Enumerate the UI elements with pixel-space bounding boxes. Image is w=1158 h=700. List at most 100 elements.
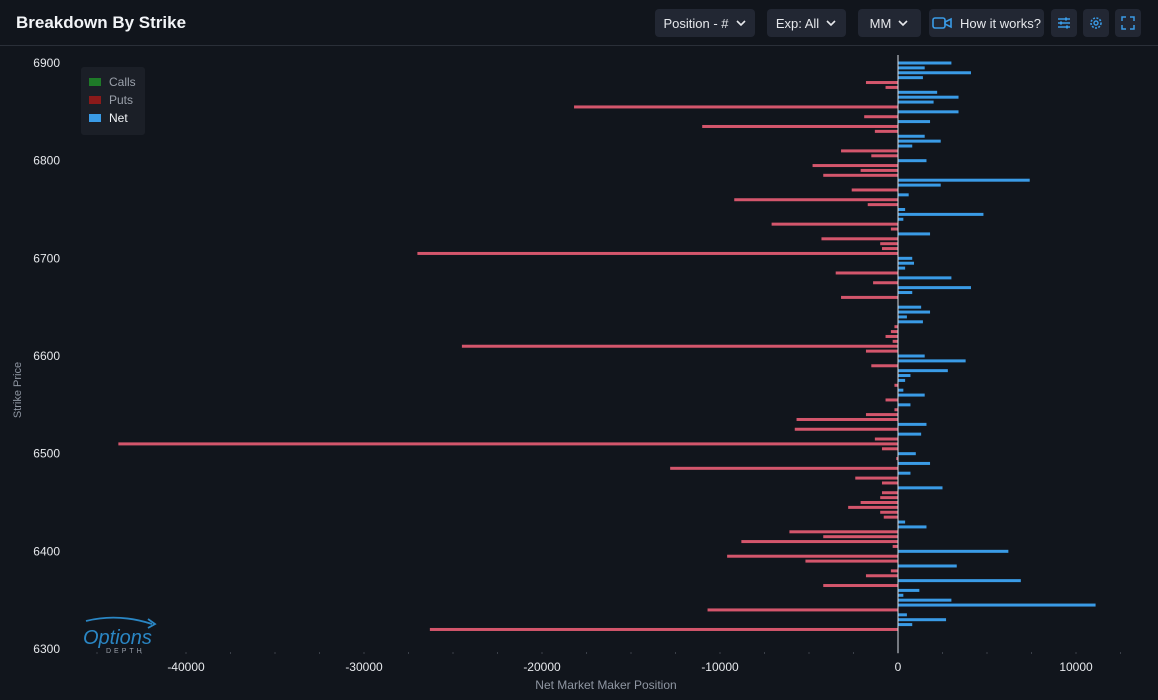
net-bar[interactable] xyxy=(898,374,911,378)
net-bar[interactable] xyxy=(898,208,906,211)
net-bar[interactable] xyxy=(898,315,907,319)
net-bar[interactable] xyxy=(898,193,909,197)
net-bar[interactable] xyxy=(898,393,925,397)
net-bar[interactable] xyxy=(898,354,925,358)
net-bar[interactable] xyxy=(898,95,959,99)
net-bar[interactable] xyxy=(898,178,1030,182)
net-bar[interactable] xyxy=(898,549,1009,553)
net-bar[interactable] xyxy=(874,129,898,133)
net-bar[interactable] xyxy=(898,579,1021,583)
net-bar[interactable] xyxy=(898,564,957,568)
net-bar[interactable] xyxy=(865,574,898,578)
legend-item-puts[interactable]: Puts xyxy=(89,93,133,107)
net-bar[interactable] xyxy=(880,496,898,500)
net-bar[interactable] xyxy=(574,105,898,109)
net-bar[interactable] xyxy=(892,339,898,343)
net-bar[interactable] xyxy=(871,154,898,158)
net-bar[interactable] xyxy=(898,61,952,65)
position-dropdown[interactable]: Position - # xyxy=(655,9,755,37)
net-bar[interactable] xyxy=(890,330,898,334)
how-it-works-button[interactable]: How it works? xyxy=(929,9,1044,37)
net-bar[interactable] xyxy=(867,203,898,207)
net-bar[interactable] xyxy=(898,422,927,426)
net-bar[interactable] xyxy=(898,461,931,465)
net-bar[interactable] xyxy=(890,569,898,573)
net-bar[interactable] xyxy=(727,554,898,558)
net-bar[interactable] xyxy=(881,247,898,251)
net-bar[interactable] xyxy=(894,325,898,329)
net-bar[interactable] xyxy=(823,535,898,539)
net-bar[interactable] xyxy=(118,442,899,446)
net-bar[interactable] xyxy=(898,432,922,436)
net-bar[interactable] xyxy=(885,398,898,402)
net-bar[interactable] xyxy=(855,476,898,480)
net-bar[interactable] xyxy=(881,491,898,495)
net-bar[interactable] xyxy=(898,217,904,221)
net-bar[interactable] xyxy=(896,457,898,461)
net-bar[interactable] xyxy=(874,437,898,441)
net-bar[interactable] xyxy=(898,266,906,270)
net-bar[interactable] xyxy=(734,198,898,202)
net-bar[interactable] xyxy=(898,110,959,114)
net-bar[interactable] xyxy=(851,188,898,192)
net-bar[interactable] xyxy=(707,608,898,612)
net-bar[interactable] xyxy=(841,295,898,299)
net-bar[interactable] xyxy=(794,427,898,431)
net-bar[interactable] xyxy=(898,320,923,324)
net-bar[interactable] xyxy=(702,124,898,128)
net-bar[interactable] xyxy=(898,183,941,187)
net-bar[interactable] xyxy=(898,359,966,363)
net-bar[interactable] xyxy=(898,76,923,80)
net-bar[interactable] xyxy=(892,544,898,548)
legend-item-net[interactable]: Net xyxy=(89,111,128,125)
net-bar[interactable] xyxy=(885,85,898,89)
expiration-dropdown[interactable]: Exp: All xyxy=(767,9,846,37)
net-bar[interactable] xyxy=(898,378,906,382)
settings-button[interactable] xyxy=(1083,9,1109,37)
net-bar[interactable] xyxy=(898,144,913,148)
net-bar[interactable] xyxy=(898,291,913,295)
mm-dropdown[interactable]: MM xyxy=(858,9,921,37)
net-bar[interactable] xyxy=(864,115,898,119)
net-bar[interactable] xyxy=(898,286,971,290)
net-bar[interactable] xyxy=(898,471,911,475)
net-bar[interactable] xyxy=(898,134,925,138)
net-bar[interactable] xyxy=(789,530,898,534)
net-bar[interactable] xyxy=(898,452,916,456)
net-bar[interactable] xyxy=(812,164,898,168)
net-bar[interactable] xyxy=(860,168,898,172)
net-bar[interactable] xyxy=(835,271,898,275)
net-bar[interactable] xyxy=(898,403,911,407)
net-bar[interactable] xyxy=(898,305,922,309)
net-bar[interactable] xyxy=(898,598,952,602)
net-bar[interactable] xyxy=(741,540,898,544)
net-bar[interactable] xyxy=(898,232,931,236)
net-bar[interactable] xyxy=(898,100,934,104)
net-bar[interactable] xyxy=(865,81,898,85)
net-bar[interactable] xyxy=(890,227,898,231)
net-bar[interactable] xyxy=(898,525,927,529)
net-bar[interactable] xyxy=(771,222,898,226)
net-bar[interactable] xyxy=(881,481,898,485)
net-bar[interactable] xyxy=(860,501,898,504)
net-bar[interactable] xyxy=(898,623,913,627)
net-bar[interactable] xyxy=(805,559,898,563)
net-bar[interactable] xyxy=(823,173,898,177)
net-bar[interactable] xyxy=(898,613,907,617)
net-bar[interactable] xyxy=(848,505,898,509)
net-bar[interactable] xyxy=(898,261,915,265)
net-bar[interactable] xyxy=(898,520,906,524)
net-bar[interactable] xyxy=(898,618,947,622)
net-bar[interactable] xyxy=(898,310,931,314)
net-bar[interactable] xyxy=(898,71,971,75)
net-bar[interactable] xyxy=(865,349,898,353)
net-bar[interactable] xyxy=(880,242,898,246)
net-bar[interactable] xyxy=(898,593,904,597)
legend-item-calls[interactable]: Calls xyxy=(89,75,136,89)
net-bar[interactable] xyxy=(461,344,898,348)
net-bar[interactable] xyxy=(898,212,984,216)
net-bar[interactable] xyxy=(823,584,898,588)
net-bar[interactable] xyxy=(898,603,1096,607)
net-bar[interactable] xyxy=(417,251,898,255)
net-bar[interactable] xyxy=(894,383,898,387)
